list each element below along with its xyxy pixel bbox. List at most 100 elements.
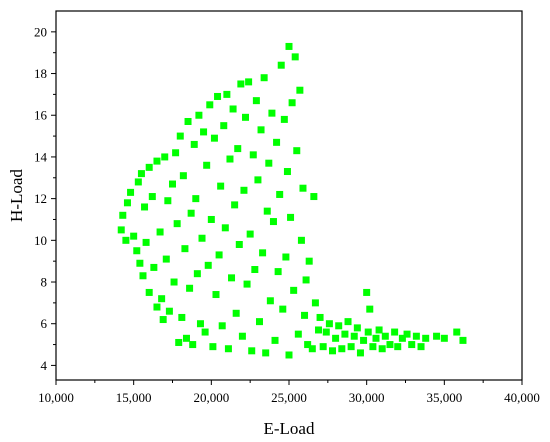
data-point — [179, 172, 187, 180]
data-point — [283, 168, 291, 176]
data-point — [142, 238, 150, 246]
y-tick-label: 10 — [34, 233, 47, 248]
y-tick-label: 4 — [41, 358, 48, 373]
y-axis-title: H-Load — [7, 169, 26, 222]
data-point — [403, 330, 411, 338]
data-point — [315, 326, 323, 334]
data-point — [254, 176, 262, 184]
data-point — [338, 345, 346, 353]
x-axis-title: E-Load — [264, 419, 315, 438]
data-point — [252, 97, 260, 105]
data-point — [311, 299, 319, 307]
data-point — [204, 261, 212, 269]
x-tick-label: 30,000 — [349, 390, 385, 405]
data-point — [268, 109, 276, 117]
data-point — [255, 318, 263, 326]
data-point — [181, 245, 189, 253]
data-point — [165, 307, 173, 315]
data-point — [285, 351, 293, 359]
data-point — [350, 332, 358, 340]
data-point — [214, 92, 222, 100]
data-point — [273, 138, 281, 146]
data-point — [156, 228, 164, 236]
data-point — [240, 186, 248, 194]
data-point — [279, 305, 287, 313]
data-point — [412, 332, 420, 340]
data-point — [210, 134, 218, 142]
data-point — [184, 117, 192, 125]
data-point — [159, 316, 167, 324]
x-tick-label: 20,000 — [193, 390, 229, 405]
data-point — [353, 324, 361, 332]
data-point — [310, 193, 318, 201]
data-points — [117, 42, 467, 359]
data-point — [288, 99, 296, 107]
data-point — [150, 263, 158, 271]
data-point — [386, 341, 394, 349]
data-point — [308, 345, 316, 353]
data-point — [440, 334, 448, 342]
data-point — [220, 122, 228, 130]
data-point — [169, 180, 176, 188]
data-point — [123, 199, 131, 207]
data-point — [221, 224, 229, 232]
data-point — [192, 195, 200, 203]
data-point — [229, 105, 237, 113]
data-point — [290, 286, 298, 294]
data-point — [200, 128, 208, 136]
data-point — [344, 318, 352, 326]
data-point — [196, 320, 204, 328]
data-point — [274, 268, 282, 276]
data-point — [347, 343, 355, 351]
y-tick-label: 20 — [34, 24, 47, 39]
data-point — [277, 61, 285, 69]
data-point — [172, 149, 180, 157]
data-point — [341, 330, 349, 338]
data-point — [206, 101, 214, 109]
data-point — [459, 336, 467, 344]
data-point — [198, 234, 206, 242]
x-tick-label: 35,000 — [426, 390, 462, 405]
data-point — [173, 220, 181, 228]
y-tick-label: 12 — [34, 191, 47, 206]
data-point — [137, 170, 145, 178]
data-point — [237, 80, 245, 88]
data-point — [203, 161, 211, 169]
y-tick-label: 18 — [34, 66, 47, 81]
data-point — [297, 236, 305, 244]
data-point — [117, 226, 125, 234]
data-point — [235, 240, 243, 248]
data-point — [433, 332, 441, 340]
data-point — [139, 272, 147, 280]
data-point — [133, 247, 141, 255]
data-point — [153, 157, 161, 165]
x-tick-label: 40,000 — [504, 390, 540, 405]
data-point — [186, 284, 194, 292]
data-point — [226, 155, 234, 163]
data-point — [119, 211, 127, 219]
data-point — [296, 86, 304, 94]
data-point — [276, 190, 284, 198]
data-point — [224, 345, 232, 353]
data-point — [175, 338, 183, 346]
x-tick-label: 15,000 — [116, 390, 152, 405]
data-point — [145, 288, 153, 296]
data-point — [325, 320, 333, 328]
data-point — [207, 215, 215, 223]
data-point — [176, 132, 184, 140]
data-point — [122, 236, 130, 244]
data-point — [322, 328, 330, 336]
data-point — [215, 251, 223, 259]
data-point — [231, 201, 239, 209]
data-point — [245, 78, 253, 86]
data-point — [335, 322, 343, 330]
data-point — [130, 232, 138, 240]
data-point — [148, 193, 156, 201]
data-point — [257, 126, 265, 134]
data-point — [369, 343, 377, 351]
data-point — [153, 303, 161, 311]
y-tick-label: 6 — [41, 316, 48, 331]
data-point — [209, 343, 217, 351]
data-point — [158, 295, 166, 303]
data-point — [271, 336, 279, 344]
